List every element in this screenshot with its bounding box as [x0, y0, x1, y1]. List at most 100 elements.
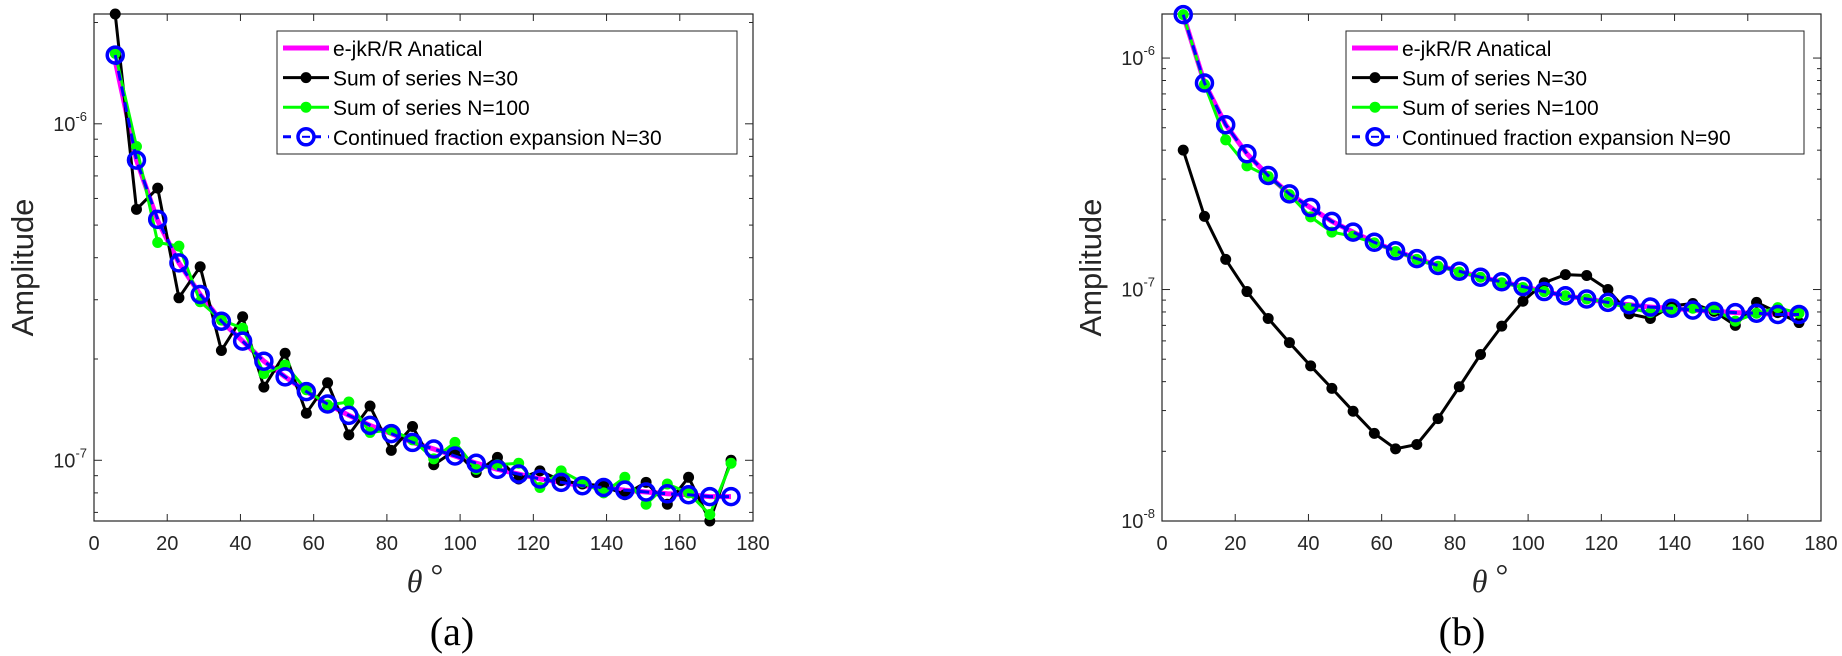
legend-entry: Sum of series N=30	[283, 68, 518, 91]
data-point	[466, 453, 486, 473]
data-point	[1602, 284, 1614, 296]
legend-box	[1345, 30, 1805, 155]
y-tick-label: 10-7	[1121, 275, 1155, 302]
legend-entry: e-jkR/R Anatical	[1352, 38, 1551, 61]
data-point	[1640, 297, 1661, 317]
legend-label: Sum of series N=30	[333, 68, 518, 91]
y-tick-exponent: -7	[1143, 275, 1155, 290]
data-point	[105, 45, 125, 65]
data-point	[190, 284, 210, 305]
data-point	[530, 469, 550, 489]
legend-marker	[1369, 72, 1381, 84]
data-point	[1746, 303, 1767, 323]
series-line	[1181, 14, 1799, 316]
data-point	[1576, 289, 1597, 309]
plot-area	[1173, 4, 1809, 455]
data-point	[1449, 261, 1470, 281]
data-point	[657, 484, 678, 504]
data-point	[1194, 73, 1215, 93]
data-point	[317, 394, 338, 414]
y-tick-label: 10-7	[53, 445, 87, 472]
data-point	[1283, 337, 1295, 349]
data-point	[449, 436, 461, 448]
data-point	[683, 471, 695, 483]
y-tick-exponent: -7	[75, 445, 87, 460]
series-line	[113, 54, 731, 499]
data-point	[1428, 255, 1448, 276]
legend-box	[276, 30, 738, 155]
legend-label: Continued fraction expansion N=30	[333, 127, 662, 150]
panel-label: (a)	[430, 609, 474, 654]
data-point	[1385, 241, 1406, 261]
x-tick-label: 140	[1658, 533, 1691, 555]
data-point	[360, 415, 380, 436]
data-point	[173, 292, 185, 304]
data-point	[640, 498, 652, 510]
x-tick-label: 40	[229, 533, 251, 555]
data-point	[343, 396, 355, 408]
legend-label: Sum of series N=100	[1402, 97, 1599, 120]
data-point	[1173, 4, 1193, 25]
data-point	[385, 444, 397, 456]
data-point	[1177, 144, 1189, 156]
y-tick-base: 10	[1121, 48, 1143, 70]
data-point	[1241, 160, 1253, 172]
x-tick-label: 0	[1156, 533, 1167, 555]
data-point	[593, 477, 614, 498]
data-point	[508, 464, 529, 484]
data-point	[1513, 276, 1533, 297]
series-3	[105, 45, 741, 507]
data-point	[1751, 307, 1763, 319]
x-axis-label-symbol: θ	[1472, 563, 1488, 599]
y-tick-base: 10	[53, 450, 75, 472]
series-3	[1173, 4, 1809, 325]
data-point	[1683, 300, 1703, 320]
legend-label: Continued fraction expansion N=90	[1402, 127, 1731, 150]
data-point	[619, 471, 631, 483]
data-point	[152, 182, 164, 194]
x-tick-label: 100	[443, 533, 476, 555]
data-point	[1368, 427, 1380, 439]
chart-panel-a: 0 20 40 60 80 100 120 140 160 18010-610-7Amplitud…	[5, 8, 770, 654]
y-tick-label: 10-6	[53, 109, 87, 136]
data-point	[152, 236, 164, 248]
chart-panel-b: 0 20 40 60 80 100 120 140 160 18010-610-710-8Ampl…	[1073, 4, 1838, 654]
data-point	[1364, 232, 1385, 253]
data-point	[232, 331, 253, 351]
x-tick-label: 160	[663, 533, 696, 555]
legend-entry: Continued fraction expansion N=30	[283, 127, 662, 150]
y-tick-label: 10-8	[1121, 506, 1155, 533]
legend-marker	[300, 101, 312, 113]
data-point	[1390, 245, 1402, 257]
data-point	[407, 421, 419, 433]
x-axis-label-symbol: θ	[407, 563, 423, 599]
data-point	[109, 8, 121, 20]
data-point	[300, 407, 312, 419]
legend-marker	[300, 72, 312, 84]
data-point	[1347, 405, 1359, 417]
x-tick-label: 0	[88, 533, 99, 555]
data-point	[572, 476, 593, 496]
data-point	[343, 429, 355, 441]
data-point	[615, 480, 635, 500]
data-point	[551, 472, 571, 493]
x-tick-label: 140	[590, 533, 623, 555]
legend-label: e-jkR/R Anatical	[1402, 38, 1551, 61]
data-point	[211, 311, 232, 331]
data-point	[1555, 285, 1576, 306]
data-point	[215, 344, 227, 356]
data-point	[700, 486, 720, 507]
y-tick-exponent: -6	[1143, 43, 1155, 58]
data-point	[1581, 269, 1593, 281]
data-point	[1517, 295, 1529, 307]
data-point	[258, 368, 270, 380]
y-tick-exponent: -8	[1143, 506, 1155, 521]
data-point	[402, 432, 423, 453]
data-point	[1496, 320, 1508, 332]
data-point	[1768, 304, 1788, 325]
y-axis-label: Amplitude	[1073, 199, 1108, 337]
data-point	[445, 446, 465, 466]
data-point	[1559, 269, 1571, 281]
x-tick-label: 120	[517, 533, 550, 555]
